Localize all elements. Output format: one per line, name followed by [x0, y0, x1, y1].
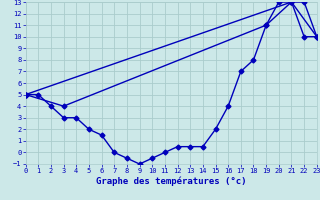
X-axis label: Graphe des températures (°c): Graphe des températures (°c)	[96, 177, 246, 186]
